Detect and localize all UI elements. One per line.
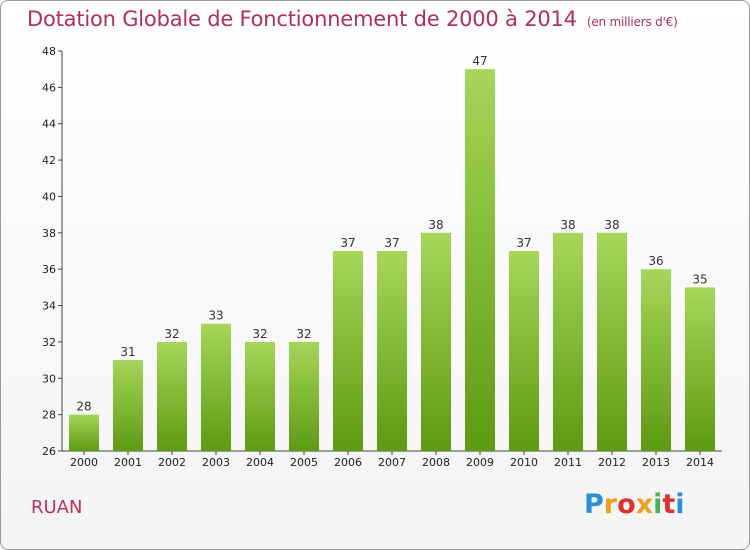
bar: [597, 232, 627, 451]
bar: [685, 287, 715, 451]
bar-value-label: 37: [516, 236, 531, 250]
x-tick-label: 2001: [114, 456, 142, 469]
y-tick-label: 38: [42, 227, 56, 240]
y-tick-label: 30: [42, 372, 56, 385]
bar: [641, 269, 671, 451]
x-tick-label: 2002: [158, 456, 186, 469]
bar-value-label: 32: [164, 327, 179, 341]
logo-letter: i: [675, 489, 685, 520]
x-tick-label: 2007: [378, 456, 406, 469]
bar: [421, 232, 451, 451]
chart-axes: 26 28 30 32 34 36 38 40 42 44 46 48 2000 2001 2002 2003…: [42, 45, 722, 469]
y-tick-label: 26: [42, 445, 56, 458]
y-tick-label: 36: [42, 263, 56, 276]
y-tick-label: 40: [42, 190, 56, 203]
bar: [157, 341, 187, 451]
y-tick-label: 34: [42, 300, 56, 313]
bar: [333, 251, 363, 451]
x-tick-label: 2009: [466, 456, 494, 469]
logo-letter: o: [617, 489, 636, 520]
y-tick-label: 28: [42, 409, 56, 422]
bar: [289, 341, 319, 451]
x-tick-label: 2004: [246, 456, 274, 469]
bar-value-label: 32: [296, 327, 311, 341]
logo-letter: P: [584, 489, 604, 520]
bar: [113, 360, 143, 451]
chart-title: Dotation Globale de Fonctionnement de 20…: [27, 7, 678, 31]
bar-value-label: 47: [472, 54, 487, 68]
x-tick-label: 2003: [202, 456, 230, 469]
x-tick-label: 2011: [554, 456, 582, 469]
x-tick-label: 2006: [334, 456, 362, 469]
logo-letter: t: [662, 489, 676, 520]
x-tick-label: 2005: [290, 456, 318, 469]
x-tick-label: 2000: [70, 456, 98, 469]
bar-value-label: 35: [692, 272, 707, 286]
bar-value-label: 31: [120, 345, 135, 359]
x-tick-label: 2010: [510, 456, 538, 469]
bar-value-label: 37: [384, 236, 399, 250]
x-tick-label: 2014: [686, 456, 714, 469]
bar: [201, 323, 231, 451]
bar-value-label: 38: [560, 218, 575, 232]
logo-letter: x: [635, 489, 654, 520]
x-tick-label: 2013: [642, 456, 670, 469]
bar: [245, 341, 275, 451]
bar-value-label: 28: [76, 400, 91, 414]
bar-value-label: 32: [252, 327, 267, 341]
bar: [509, 251, 539, 451]
y-tick-label: 48: [42, 45, 56, 58]
bar: [465, 69, 495, 451]
bar-value-label: 37: [340, 236, 355, 250]
bar-value-label: 36: [648, 254, 663, 268]
bar-value-label: 38: [604, 218, 619, 232]
y-tick-label: 46: [42, 81, 56, 94]
y-tick-label: 42: [42, 154, 56, 167]
logo-letter: i: [653, 489, 663, 520]
bar: [553, 232, 583, 451]
bar-value-label: 38: [428, 218, 443, 232]
chart-title-text: Dotation Globale de Fonctionnement de 20…: [27, 7, 577, 31]
chart-bars: 28 31 32 33 32 32 37 37 38 47 37 38 38 36 35: [69, 54, 715, 451]
chart-unit: (en milliers d'€): [586, 15, 678, 29]
logo-letter: r: [603, 489, 618, 520]
y-tick-label: 32: [42, 336, 56, 349]
x-tick-label: 2008: [422, 456, 450, 469]
bar: [377, 251, 407, 451]
commune-name: RUAN: [31, 497, 83, 518]
bar-value-label: 33: [208, 309, 223, 323]
bar: [69, 414, 99, 451]
y-tick-label: 44: [42, 118, 56, 131]
x-tick-label: 2012: [598, 456, 626, 469]
proxiti-logo: Proxiti: [584, 489, 685, 520]
